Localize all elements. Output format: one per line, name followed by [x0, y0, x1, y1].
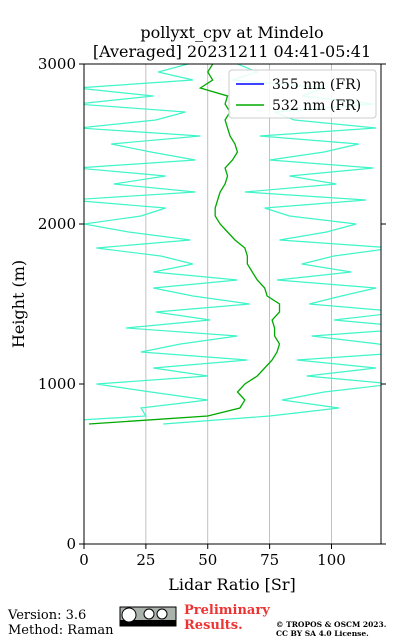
y-tick-label: 1000	[38, 375, 76, 393]
chart-title: pollyxt_cpv at Mindelo	[140, 23, 323, 42]
error-bound	[84, 64, 250, 421]
cc-strip	[120, 620, 176, 626]
series-line	[88, 64, 281, 425]
x-tick-label: 0	[79, 551, 89, 569]
error-bound	[163, 64, 381, 425]
legend: 355 nm (FR) 532 nm (FR)	[228, 69, 377, 119]
copyright: © TROPOS & OSCM 2023.	[276, 620, 386, 629]
cc-by	[143, 608, 155, 620]
chart-title: [Averaged] 20231211 04:41-05:41	[93, 42, 371, 61]
y-tick-label: 0	[66, 535, 76, 553]
x-axis-label: Lidar Ratio [Sr]	[168, 575, 296, 594]
plot-area	[84, 64, 381, 544]
cc-logo	[119, 606, 177, 627]
y-tick-label: 2000	[38, 215, 76, 233]
x-tick-label: 100	[317, 551, 346, 569]
cc-sa	[156, 608, 168, 620]
x-tick-label: 75	[260, 551, 279, 569]
legend-label: 532 nm (FR)	[272, 98, 361, 114]
y-axis-label: Height (m)	[9, 260, 28, 348]
x-tick-label: 50	[198, 551, 217, 569]
legend-box	[228, 69, 377, 119]
cc-circle	[121, 607, 137, 623]
notice: Preliminary	[184, 603, 270, 618]
x-tick-label: 25	[136, 551, 155, 569]
copyright: CC BY SA 4.0 License.	[276, 629, 369, 638]
method: Method: Raman	[8, 623, 114, 638]
legend-label: 355 nm (FR)	[272, 77, 361, 93]
version: Version: 3.6	[7, 608, 86, 623]
plot-frame	[83, 63, 382, 545]
notice: Results.	[184, 618, 243, 633]
y-tick-label: 3000	[38, 55, 76, 73]
